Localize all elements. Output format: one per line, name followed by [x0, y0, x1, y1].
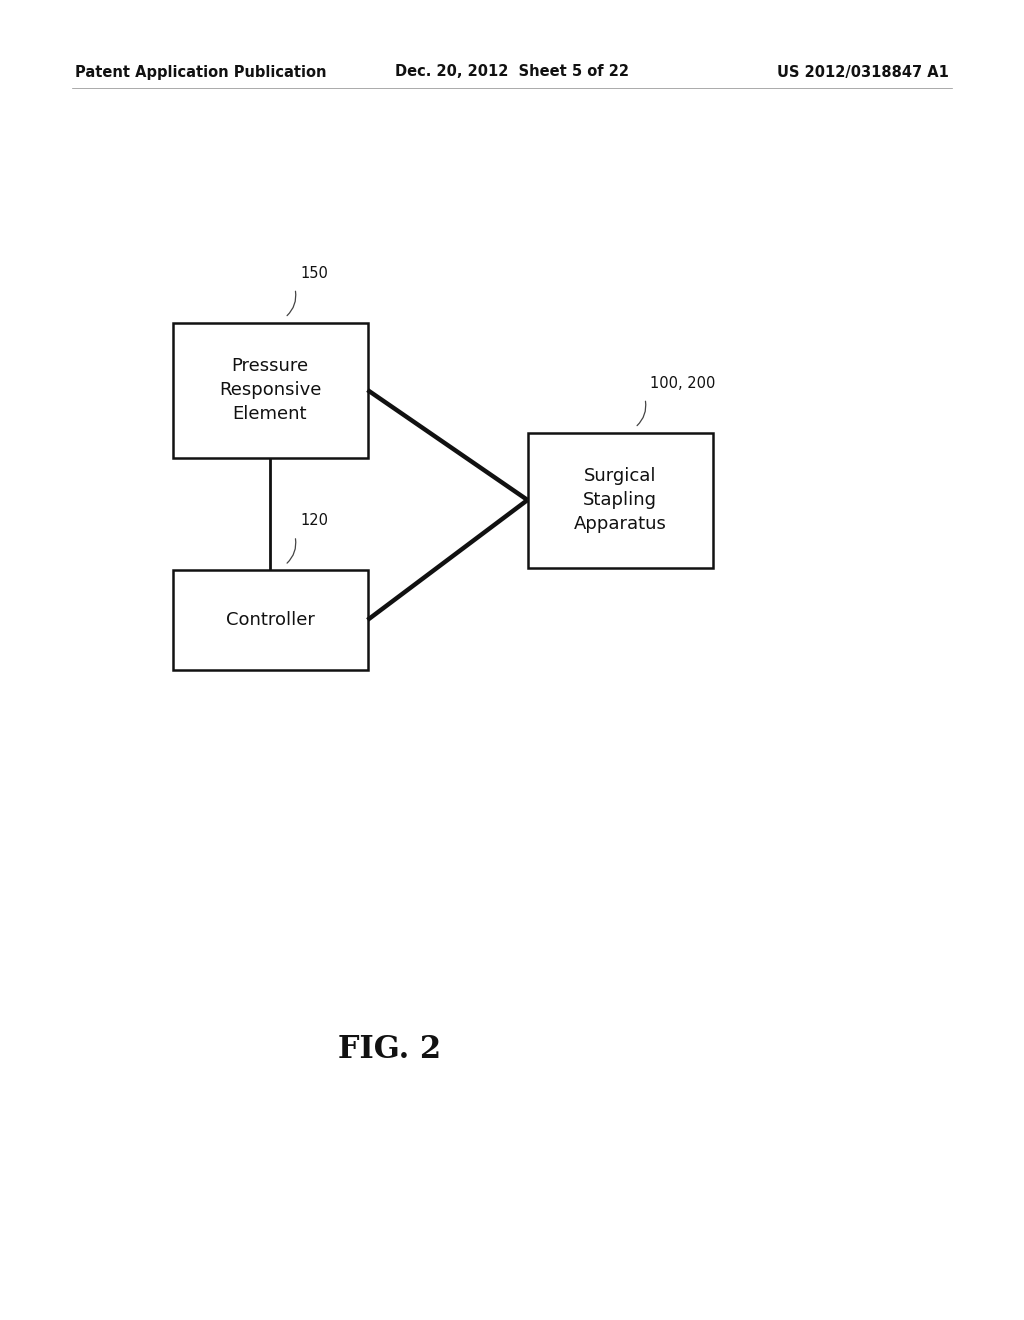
Text: Dec. 20, 2012  Sheet 5 of 22: Dec. 20, 2012 Sheet 5 of 22 [395, 65, 629, 79]
Text: FIG. 2: FIG. 2 [339, 1035, 441, 1065]
Text: Patent Application Publication: Patent Application Publication [75, 65, 327, 79]
Text: 120: 120 [300, 513, 328, 528]
Bar [527, 433, 713, 568]
Text: US 2012/0318847 A1: US 2012/0318847 A1 [777, 65, 949, 79]
Text: Controller: Controller [225, 611, 314, 630]
Text: 150: 150 [300, 265, 328, 281]
Bar [172, 570, 368, 671]
Text: Pressure
Responsive
Element: Pressure Responsive Element [219, 358, 322, 422]
Text: Surgical
Stapling
Apparatus: Surgical Stapling Apparatus [573, 467, 667, 532]
Bar [172, 322, 368, 458]
Text: 100, 200: 100, 200 [650, 375, 716, 391]
